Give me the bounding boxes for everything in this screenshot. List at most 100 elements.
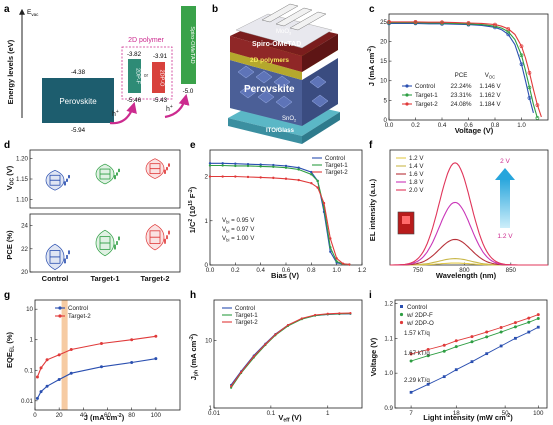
panel-g-ylabel: EQEEL (%) <box>5 332 16 368</box>
panel-e-ytick-label: 0 <box>205 262 209 269</box>
crystal-5 <box>257 90 275 104</box>
panel-f-legend-2-label: 1.6 V <box>409 171 424 178</box>
panel-c-legend-2-marker <box>405 102 409 106</box>
suns-voc-point <box>409 359 413 363</box>
panel-d-bottom-ytick-label: 20 <box>21 269 28 276</box>
polymer-bracket <box>121 46 173 100</box>
panel-e-legend-2-label: Target-2 <box>325 169 348 176</box>
panel-c-ytick-label: 5 <box>384 97 388 104</box>
mott-schottky-point <box>221 164 224 167</box>
suns-voc-point <box>426 347 430 351</box>
mott-schottky-point <box>259 163 262 166</box>
vbi-label-1: Vbi = 0.97 V <box>222 226 255 234</box>
panel-d-bottom-frame <box>29 213 181 273</box>
panel-h-legend-1-label: Target-1 <box>235 312 258 319</box>
spiro-layer-label: Spiro-OMeTAD <box>252 41 301 48</box>
moo3-layer <box>235 13 333 49</box>
ideality-label-2: 2.29 kT/q <box>404 377 430 384</box>
panel-h-ylabel-c: ) <box>189 333 198 336</box>
panel-d-bottom-ytick-label: 24 <box>21 223 28 230</box>
panel-i-ylabel: Voltage (V) <box>369 337 378 376</box>
panel-d-point-control <box>64 258 66 261</box>
spiro-layer-side <box>302 34 338 72</box>
mott-schottky-point <box>234 175 237 178</box>
panel-d-top-ytick-label: 1.20 <box>16 155 29 162</box>
panel-f-legend-0-label: 1.2 V <box>409 155 424 162</box>
panel-d-point-target-1 <box>114 244 116 247</box>
panel-f-legend-3-label: 1.8 V <box>409 179 424 186</box>
panel-c-ylabel-end: ) <box>367 45 376 48</box>
sno2-sub: 2 <box>294 118 297 123</box>
panel-d-point-target-1 <box>116 240 118 243</box>
vbi-symbol: V <box>222 217 227 224</box>
panel-c-legend-2-label: Target-2 <box>415 101 438 108</box>
suns-voc-point <box>409 352 413 356</box>
suns-voc-point <box>442 349 446 353</box>
panel-a: a Evac Energy levels (eV) Perovskite -4.… <box>4 4 196 134</box>
panel-h-legend-2-label: Target-2 <box>235 319 258 326</box>
panel-i-xtick-label: 18 <box>453 410 460 417</box>
panel-h-ylabel-a: J <box>189 376 198 380</box>
mott-schottky-point <box>246 175 250 179</box>
panel-g-legend-1-marker <box>58 314 62 318</box>
panel-g-xtick-label: 100 <box>151 412 162 419</box>
vbi-label-2: Vbi = 1.00 V <box>222 235 255 243</box>
eqe-point <box>154 334 158 338</box>
panel-g-ylabel-text: EQE <box>5 352 14 368</box>
arrow-bottom-label: 1.2 V <box>497 233 513 240</box>
perovskite-lumo: -4.38 <box>71 69 86 76</box>
panel-g-ylabel-end: (%) <box>5 332 14 346</box>
panel-d-point-target-1 <box>114 174 116 177</box>
panel-c-xtick-label: 0.0 <box>385 122 394 129</box>
panel-d-point-target-2 <box>168 230 170 233</box>
jv-point <box>535 103 540 107</box>
panel-i-ytick-label: 1.0 <box>384 370 393 377</box>
jph-point <box>274 333 277 336</box>
panel-i-xlabel-text: Light intensity (mW cm <box>423 413 506 422</box>
suns-voc-point <box>485 352 489 356</box>
eqe-point <box>35 396 39 400</box>
panel-h-xlabel-text: V <box>278 413 283 422</box>
panel-e-ylabel-sup-b: 15 <box>188 200 194 206</box>
panel-c-ylabel: J (mA cm-2) <box>367 45 376 86</box>
jv-point <box>535 116 540 120</box>
eqe-point <box>154 357 158 361</box>
eqe-curve-target-2 <box>36 335 156 378</box>
panel-d-point-target-2 <box>164 238 166 241</box>
vbi-symbol: V <box>222 226 227 233</box>
2d-polymer-front <box>230 52 302 80</box>
panel-h-ytick-label: 1 <box>209 405 213 412</box>
panel-f-legend-4-label: 2.0 V <box>409 187 424 194</box>
eqe-point <box>57 353 61 357</box>
mott-schottky-point <box>246 162 250 166</box>
mott-schottky-point <box>272 165 275 169</box>
evac-text: E <box>27 9 32 16</box>
jv-point <box>527 71 532 75</box>
panel-letter-h: h <box>190 290 196 301</box>
panel-c-xtick-label: 0.4 <box>438 122 447 129</box>
jph-point <box>300 317 303 320</box>
polymer-f-label: 2DP-F <box>135 68 141 85</box>
suns-voc-point <box>499 344 503 348</box>
suns-voc-point <box>485 335 489 339</box>
suns-voc-point <box>454 339 458 343</box>
suns-voc-point <box>527 316 531 320</box>
panel-d-group-label: Target-2 <box>140 274 169 283</box>
panel-d-group-label: Target-1 <box>90 274 119 283</box>
panel-h-xlabel-end: (V) <box>290 413 303 422</box>
el-spectrum-20V <box>390 162 548 266</box>
eqe-point <box>39 366 43 370</box>
suns-voc-point <box>514 336 517 340</box>
panel-h-xlabel: Veff (V) <box>278 413 302 424</box>
suns-voc-point <box>485 330 489 334</box>
panel-d: d 1.10 1.15 1.20 20 22 24 Control Target-1 Targe… <box>4 140 181 283</box>
hole-arrow-1 <box>109 101 137 125</box>
panel-g-legend-1-label: Target-2 <box>68 313 91 320</box>
panel-i-xtick-label: 50 <box>502 410 509 417</box>
panel-c-plot: 0.0 0.2 0.4 0.6 0.8 1.0 0 5 10 15 20 25 <box>380 13 549 129</box>
